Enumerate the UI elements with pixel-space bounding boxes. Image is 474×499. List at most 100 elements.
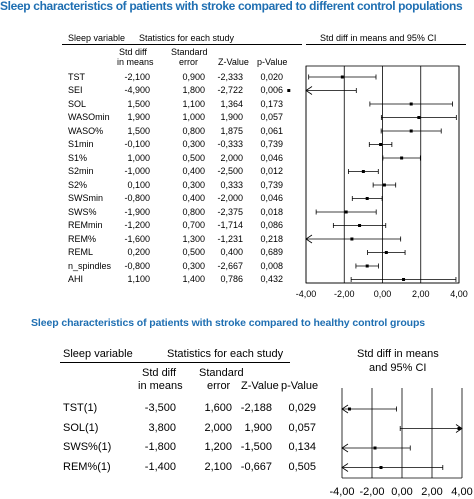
panel1-row-label: S1min xyxy=(68,139,94,150)
panel1-row-se: 0,400 xyxy=(182,166,205,177)
panel1-row-label: REMmin xyxy=(68,220,103,231)
panel2-col-se-2: error xyxy=(207,380,231,392)
panel1-row-label: SEI xyxy=(68,85,83,96)
panel1-x-tick-label: -4,00 xyxy=(296,289,317,299)
panel2-col-z: Z-Value xyxy=(241,380,279,392)
panel1-row-se: 0,800 xyxy=(182,125,205,136)
panel1-point-estimate xyxy=(402,278,406,281)
panel1-x-tick-label: 2,00 xyxy=(412,289,430,299)
panel1-row-z: 0,786 xyxy=(220,274,243,285)
panel2-point-estimate xyxy=(379,466,383,469)
panel1-col-z: Z-Value xyxy=(218,57,249,67)
panel2-header-rule xyxy=(60,362,290,363)
panel2-row-std-diff: -1,800 xyxy=(144,441,176,454)
panel2-title: Sleep characteristics of patients with s… xyxy=(31,317,426,329)
panel1-row-p: 0,046 xyxy=(260,152,283,163)
panel1-x-tick-label: -2,00 xyxy=(334,289,355,299)
panel2-row-std-diff: -1,400 xyxy=(144,460,176,473)
panel1-row-se: 0,800 xyxy=(182,206,205,217)
panel1-row-std-diff: -4,900 xyxy=(124,85,150,96)
panel1-row-z: 1,875 xyxy=(220,125,243,136)
panel1-point-estimate xyxy=(344,210,348,214)
panel1-row-p: 0,739 xyxy=(260,139,283,150)
panel1-point-estimate xyxy=(379,143,383,146)
panel1-row-se: 1,400 xyxy=(182,274,205,285)
panel1-row-se: 0,400 xyxy=(182,193,205,204)
panel1-point-estimate xyxy=(400,156,404,160)
panel1-col-stddiff-1: Std diff xyxy=(119,47,147,57)
panel2-col-stddiff-2: in means xyxy=(138,380,183,392)
panel2-point-estimate xyxy=(348,407,351,411)
panel1-x-tick-label: 4,00 xyxy=(450,289,468,299)
panel1-row-p: 0,020 xyxy=(260,71,283,82)
panel1-header-stats: Statistics for each study xyxy=(139,33,235,43)
panel2-row-p: 0,505 xyxy=(288,460,316,473)
panel2-row-p: 0,134 xyxy=(288,441,316,454)
panel1-x-tick-label: 0,00 xyxy=(374,289,392,299)
panel1-row-std-diff: -0,100 xyxy=(124,139,150,150)
panel1-row-std-diff: -0,800 xyxy=(124,193,150,204)
panel1-point-estimate xyxy=(358,224,362,227)
panel1-point-estimate xyxy=(365,264,369,268)
panel1-row-p: 0,057 xyxy=(260,112,283,123)
panel1-col-se-2: error xyxy=(179,57,199,67)
panel1-row-label: SWSmin xyxy=(68,193,104,204)
panel1-col-stddiff-2: in means xyxy=(117,57,154,67)
panel1-row-z: -1,714 xyxy=(217,220,243,231)
panel1-row-se: 1,300 xyxy=(182,233,205,244)
panel1-row-label: WASOmin xyxy=(68,112,110,123)
panel1-row-std-diff: 1,500 xyxy=(127,125,150,136)
panel1-row-p: 0,046 xyxy=(260,193,283,204)
panel1-row-label: TST xyxy=(68,71,85,82)
panel1-point-estimate xyxy=(287,89,291,92)
panel1-row-p: 0,008 xyxy=(260,260,283,271)
panel1-row-se: 0,300 xyxy=(182,260,205,271)
panel1-row-p: 0,018 xyxy=(260,206,283,217)
panel2-col-p: p-Value xyxy=(281,380,319,392)
panel2-col-stddiff-1: Std diff xyxy=(142,367,177,379)
panel1-point-estimate xyxy=(361,170,365,173)
panel2-col-se-1: Standard xyxy=(199,367,244,379)
panel2-row-se: 1,600 xyxy=(204,402,232,415)
panel1-row-std-diff: -1,900 xyxy=(124,206,150,217)
panel2-x-tick-label: 2,00 xyxy=(421,486,442,498)
panel2-row-label: SWS%(1) xyxy=(63,441,112,454)
panel1-row-se: 0,700 xyxy=(182,220,205,231)
panel1-point-estimate xyxy=(409,129,413,133)
panel1-row-z: 2,000 xyxy=(220,152,243,163)
panel1-row-p: 0,086 xyxy=(260,220,283,231)
panel1-row-z: 1,364 xyxy=(220,98,243,109)
panel2-header-variable: Sleep variable xyxy=(63,348,133,360)
panel1-row-z: 0,333 xyxy=(220,179,243,190)
panel2-x-tick-label: -2,00 xyxy=(359,486,384,498)
panel1-row-label: SOL xyxy=(68,98,87,109)
panel1-row-label: S1% xyxy=(68,152,88,163)
panel2-header-stats: Statistics for each study xyxy=(167,348,284,360)
panel1-row-z: 1,900 xyxy=(220,112,243,123)
panel2-x-tick-label: 4,00 xyxy=(451,486,472,498)
panel1-header-rule-right xyxy=(306,44,466,45)
panel1-point-estimate xyxy=(409,102,413,106)
panel1-row-p: 0,689 xyxy=(260,247,283,258)
panel1-row-se: 0,500 xyxy=(182,152,205,163)
panel1-header-plot: Std diff in means and 95% CI xyxy=(320,33,437,43)
panel1-row-std-diff: 1,000 xyxy=(127,152,150,163)
panel1-row-label: SWS% xyxy=(68,206,97,217)
panel2-row-z: -2,188 xyxy=(240,402,272,415)
panel1-ci-arrow xyxy=(305,234,313,244)
panel2-row-std-diff: -3,500 xyxy=(144,402,176,415)
panel1-title: Sleep characteristics of patients with s… xyxy=(0,0,463,13)
panel1-row-std-diff: 1,900 xyxy=(127,112,150,123)
panel1-point-estimate xyxy=(350,237,354,241)
panel1-row-p: 0,006 xyxy=(260,85,283,96)
panel1-point-estimate xyxy=(417,116,421,119)
panel1-row-z: 0,400 xyxy=(220,247,243,258)
panel1-point-estimate xyxy=(340,75,344,79)
panel2-x-tick-label: -4,00 xyxy=(329,486,354,498)
panel1-row-p: 0,061 xyxy=(260,125,283,136)
panel1-row-z: -0,333 xyxy=(217,139,243,150)
panel2-ci-arrow xyxy=(341,443,349,453)
panel1-row-se: 0,300 xyxy=(182,139,205,150)
panel1-header-variable: Sleep variable xyxy=(68,33,126,43)
panel2-row-se: 2,000 xyxy=(204,421,232,434)
